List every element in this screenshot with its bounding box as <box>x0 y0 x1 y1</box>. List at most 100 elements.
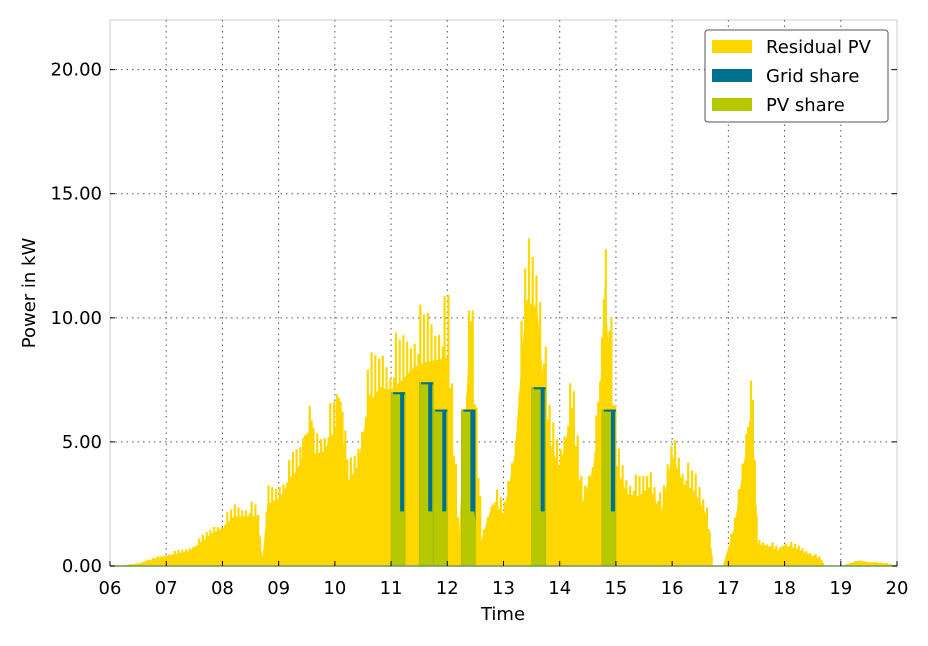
residual-pv-spike <box>885 562 888 566</box>
residual-pv-spike <box>136 564 139 566</box>
residual-pv-spike <box>687 462 690 566</box>
residual-pv-spike <box>143 561 146 566</box>
residual-pv-spike <box>615 466 619 566</box>
residual-pv-spike <box>672 461 675 566</box>
residual-pv-spike <box>484 533 487 566</box>
residual-pv-spike <box>857 561 860 566</box>
residual-pv-spike <box>793 543 797 566</box>
residual-pv-spike <box>289 476 293 566</box>
residual-pv-spike <box>293 475 296 566</box>
residual-pv-spike <box>458 536 461 566</box>
residual-pv-spike <box>584 485 587 566</box>
residual-pv-spike <box>797 545 800 566</box>
residual-pv-spike <box>312 427 315 566</box>
residual-pv-spike <box>632 491 635 566</box>
residual-pv-spike <box>177 549 180 566</box>
residual-pv-spike <box>814 554 817 566</box>
residual-pv-spike <box>571 408 574 566</box>
residual-pv-spike <box>645 476 649 566</box>
grid-share-strip <box>442 409 447 512</box>
grid-share-strip <box>610 409 615 512</box>
residual-pv-spike <box>863 561 866 566</box>
residual-pv-spike <box>353 455 356 566</box>
residual-pv-spike <box>683 498 686 566</box>
grid-share-strip <box>428 382 433 512</box>
residual-pv-spike <box>273 505 276 566</box>
residual-pv-spike <box>657 501 660 566</box>
residual-pv-spike <box>415 402 418 566</box>
grid-share-top <box>533 387 546 390</box>
residual-pv-spike <box>627 502 630 566</box>
grid-share-strip <box>400 392 405 512</box>
residual-pv-spike <box>660 510 664 566</box>
residual-pv-spike <box>276 507 279 566</box>
residual-pv-spike <box>280 504 283 566</box>
residual-pv-spike <box>496 489 499 566</box>
residual-pv-spike <box>248 513 251 566</box>
legend-label-pv-share: PV share <box>766 95 845 116</box>
residual-pv-spike <box>323 438 326 566</box>
residual-pv-spike <box>138 563 141 566</box>
residual-pv-spike <box>351 480 354 566</box>
residual-pv-spike <box>710 555 713 566</box>
residual-pv-spike <box>739 496 742 566</box>
residual-pv-spike <box>674 440 677 566</box>
x-tick-label: 16 <box>661 578 684 599</box>
y-tick-label: 10.00 <box>50 308 102 329</box>
y-tick-label: 0.00 <box>62 556 102 577</box>
residual-pv-spike <box>625 480 628 566</box>
residual-pv-spike <box>732 535 735 566</box>
residual-pv-spike <box>849 562 852 566</box>
residual-pv-spike <box>634 474 637 566</box>
residual-pv-spike <box>647 497 650 566</box>
residual-pv-spike <box>698 486 701 566</box>
residual-pv-spike <box>237 507 240 566</box>
residual-pv-spike <box>689 487 692 566</box>
residual-pv-spike <box>655 512 658 566</box>
axis-ticks: 06 07 08 09 10 11 12 13 14 15 16 17 18 19 20 0.00 5.00 10… <box>50 60 908 599</box>
residual-pv-spike <box>784 543 787 566</box>
residual-pv-spike <box>529 318 532 566</box>
residual-pv-spike <box>758 540 761 566</box>
residual-pv-spike <box>325 469 328 566</box>
residual-pv-spike <box>378 358 381 566</box>
residual-pv-spike <box>211 535 214 566</box>
residual-pv-spike <box>269 503 272 566</box>
residual-pv-spike <box>188 548 191 566</box>
residual-pv-spike <box>638 475 641 566</box>
residual-pv-spike <box>677 457 680 566</box>
residual-pv-spike <box>552 422 555 566</box>
residual-pv-spike <box>737 489 740 566</box>
residual-pv-spike <box>604 249 607 566</box>
residual-pv-spike <box>582 507 585 566</box>
residual-pv-spike <box>407 396 411 566</box>
residual-pv-spike <box>775 545 778 566</box>
residual-pv-spike <box>278 486 281 566</box>
residual-pv-spike <box>702 499 705 566</box>
residual-pv-spike <box>175 554 178 566</box>
residual-pv-spike <box>376 403 379 566</box>
residual-pv-spike <box>792 547 795 566</box>
residual-pv-spike <box>790 541 793 566</box>
residual-pv-spike <box>267 485 270 566</box>
residual-pv-spike <box>516 453 519 566</box>
residual-pv-spike <box>185 549 188 566</box>
residual-pv-spike <box>452 456 456 566</box>
residual-pv-spike <box>318 466 321 566</box>
legend: Residual PV Grid share PV share <box>704 29 889 123</box>
residual-pv-spike <box>497 508 501 566</box>
residual-pv-spike <box>331 436 334 566</box>
residual-pv-spike <box>724 559 727 566</box>
residual-pv-spike <box>252 516 255 566</box>
residual-pv-spike <box>524 268 527 566</box>
residual-pv-spike <box>505 507 508 566</box>
legend-swatch-grid-share <box>712 69 752 82</box>
residual-pv-spike <box>880 562 883 566</box>
residual-pv-spike <box>233 504 236 566</box>
residual-pv-spike <box>670 445 673 566</box>
residual-pv-spike <box>629 485 632 566</box>
residual-pv-spike <box>372 398 375 566</box>
residual-pv-spike <box>171 554 174 566</box>
residual-pv-spike <box>503 501 506 566</box>
